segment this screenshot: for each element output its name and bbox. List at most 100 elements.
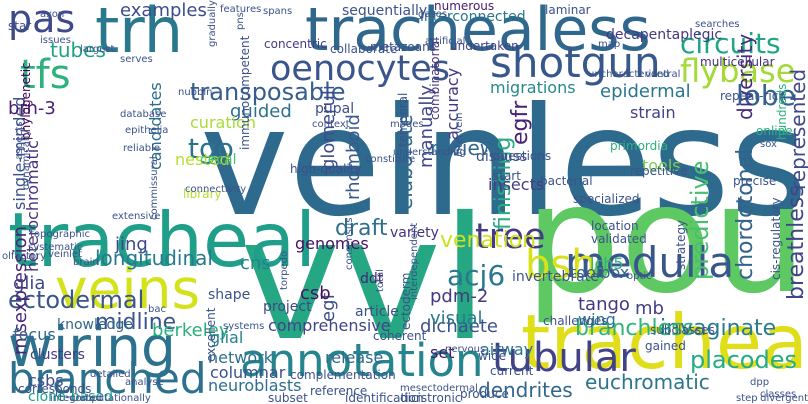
word-tango: tango — [578, 294, 630, 315]
word-midline: midline — [95, 310, 177, 335]
word-circuits: circuits — [680, 27, 781, 60]
word-network: network — [208, 348, 273, 367]
word-shape: shape — [208, 287, 251, 303]
word-hundreds: hundreds — [775, 83, 789, 140]
word-combinatorial: combinatorial — [428, 37, 442, 120]
word-medulla: medulla — [565, 238, 735, 287]
word-vvl: vvl — [240, 181, 489, 379]
word-release: release — [325, 348, 384, 367]
word-features: features — [220, 4, 262, 15]
word-ddt: ddt — [360, 271, 384, 287]
word-connectivity: connectivity — [185, 184, 247, 195]
word-pou: pou — [525, 153, 808, 327]
word-nested: nested — [175, 150, 230, 169]
word-berkeley: berkeley — [152, 320, 230, 341]
word-chordotonal: chordotonal — [733, 148, 758, 280]
word-mb: mb — [635, 298, 664, 319]
word-epithelia: epithelia — [125, 125, 169, 136]
word-laminar: laminar — [545, 3, 591, 17]
word-high-quality: high-quality — [290, 162, 362, 176]
word-strategy: strategy — [674, 219, 688, 270]
word-csb: csb — [300, 283, 331, 304]
word-wing: wing — [578, 310, 616, 329]
word-collaborate: collaborate — [330, 42, 398, 56]
word-gases: gases — [418, 9, 448, 20]
word-tracheal: tracheal — [8, 196, 316, 284]
word-trh: trh — [95, 0, 184, 67]
word-concentric: concentric — [264, 37, 327, 51]
word-tree: tree — [475, 217, 546, 257]
word-consensus: consensus — [344, 217, 355, 270]
word-invertebrate: invertebrate — [512, 269, 599, 285]
word-complementation: complementation — [290, 368, 396, 382]
word-diversity: diversity — [733, 33, 757, 120]
word-placodes: placodes — [690, 346, 797, 374]
word-immunocompetent: immunocompetent — [238, 35, 252, 150]
word-transposable: transposable — [190, 78, 346, 106]
word-questions: questions — [493, 149, 552, 163]
word-issues: issues — [40, 35, 71, 46]
word-olfactory: olfactory — [2, 251, 47, 262]
word-precise: precise — [733, 174, 777, 188]
word-annotation: annotation — [240, 334, 484, 387]
word-mesectodermal: mesectodermal — [400, 383, 478, 394]
word-pas: pas — [8, 0, 76, 41]
word-star: star — [8, 19, 32, 33]
word-strain: strain — [630, 103, 676, 122]
word-epidermal: epidermal — [600, 81, 691, 102]
word-invaginate: invaginate — [660, 316, 777, 341]
word-oenocytes: oenocytes — [270, 49, 450, 89]
word-draft: draft — [335, 216, 388, 241]
word-topographic: topographic — [30, 229, 91, 240]
word-computationally: computationally — [70, 393, 151, 404]
word-optic: optic — [627, 271, 652, 282]
word-nervous: nervous — [445, 344, 486, 355]
word-tubular: tubular — [492, 335, 636, 381]
word-systematic: systematic — [28, 242, 83, 253]
word-sox: sox — [760, 139, 777, 150]
word-trachealess: trachealess — [305, 0, 651, 65]
word-axon: axon — [40, 9, 65, 20]
word-branchless: branchless — [575, 316, 695, 341]
word-flybase: flybase — [680, 52, 796, 90]
word-visual: visual — [430, 308, 483, 329]
word-cis-regulatory: cis-regulatory — [769, 197, 783, 280]
word-identification: identification — [345, 391, 424, 404]
word-primordia: primordia — [610, 139, 668, 153]
word-bac: bac — [148, 304, 166, 315]
word-shotgun: shotgun — [490, 38, 661, 87]
word-tfs: tfs — [20, 52, 71, 98]
word-project: project — [263, 299, 312, 315]
word-clone-based: clone-based — [28, 389, 113, 404]
word-analyse: analyse — [125, 377, 164, 388]
word-predictive: predictive — [686, 160, 714, 280]
word-knowledge: knowledge — [57, 317, 133, 333]
word-migrations: migrations — [490, 78, 576, 97]
word-largest: largest — [80, 44, 115, 55]
word-torpedo: torpedo — [279, 250, 290, 290]
word-constitute: constitute — [365, 154, 416, 165]
word-intervein: intervein — [454, 112, 465, 158]
word-variety: variety — [390, 225, 439, 241]
word-artificial: artificial — [425, 36, 466, 47]
word-dichaete: dichaete — [420, 316, 498, 337]
word-branched: branched — [8, 354, 207, 403]
word-clusters: clusters — [30, 347, 85, 363]
word-classes: classes — [760, 389, 797, 400]
word-undertaken: undertaken — [450, 39, 519, 53]
word-serves: serves — [120, 54, 153, 65]
word-repetitive: repetitive — [630, 164, 688, 178]
word-pdm-2: pdm-2 — [430, 286, 489, 307]
word-guided: guided — [230, 101, 292, 122]
word-numerous: numerous — [434, 0, 495, 13]
word-comprehensive: comprehensive — [268, 316, 391, 335]
word-euchromatic: euchromatic — [585, 370, 710, 394]
word-metazoans: metazoans — [370, 40, 436, 54]
word-total: total — [375, 269, 386, 292]
word-genomes: genomes — [295, 234, 369, 253]
word-brn-3: brn-3 — [8, 98, 56, 119]
word-validated: validated — [591, 232, 647, 246]
word-map: map — [598, 39, 621, 50]
word-veinlet: veinlet — [48, 249, 83, 260]
word-dpp: dpp — [750, 377, 770, 388]
